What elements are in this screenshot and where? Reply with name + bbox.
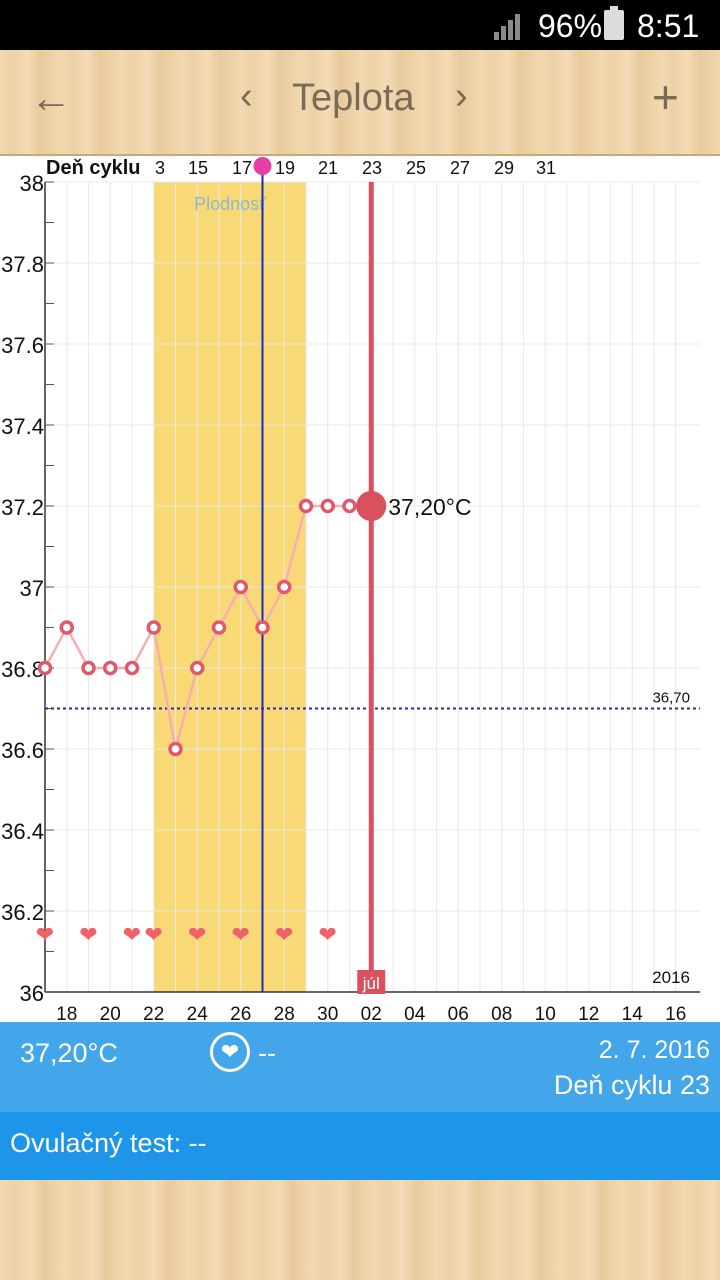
page-title: Teplota [292, 77, 415, 119]
ovulation-test-label: Ovulačný test: -- [10, 1128, 207, 1158]
clock: 8:51 [637, 8, 700, 44]
x-tick-label: 14 [622, 1004, 644, 1022]
y-tick-label: 37.2 [1, 495, 44, 520]
top-tick-label: 29 [494, 158, 514, 178]
selected-temperature: 37,20°C [20, 1038, 118, 1068]
temperature-point [146, 620, 161, 635]
fertility-label: Plodnosť [194, 194, 266, 214]
intercourse-heart-icon: ❤ [123, 923, 141, 948]
selected-date: 2. 7. 2016 [598, 1036, 710, 1064]
next-chevron-icon[interactable]: › [455, 75, 468, 117]
month-marker [357, 970, 386, 994]
temperature-point [255, 620, 270, 635]
x-tick-label: 28 [274, 1004, 295, 1022]
x-tick-label: 26 [230, 1004, 251, 1022]
y-tick-label: 36.8 [1, 657, 44, 682]
top-tick-label: 21 [318, 158, 338, 178]
add-button[interactable]: + [652, 71, 679, 123]
top-axis-label: Deň cyklu [46, 157, 140, 179]
year-label: 2016 [652, 968, 690, 987]
intercourse-heart-icon: ❤ [319, 923, 337, 948]
heart-icon: ❤ [210, 1032, 250, 1072]
x-tick-label: 06 [448, 1004, 469, 1022]
temperature-point [168, 741, 183, 757]
y-tick-label: 37.4 [1, 414, 44, 439]
top-tick-label: 31 [536, 158, 556, 178]
intercourse-value: -- [258, 1038, 276, 1068]
temperature-chart[interactable]: 38 37.8 37.6 37.4 37.2 37 36.8 36.6 36.4 36.2 36 18… [0, 156, 720, 1022]
temperature-point [298, 498, 314, 514]
coverline-label: 36,70 [652, 690, 690, 707]
battery-icon [604, 6, 624, 40]
signal-icon [494, 14, 520, 40]
ovulation-marker [253, 157, 272, 175]
battery-percent: 96% [538, 8, 603, 44]
top-tick-label: 19 [275, 158, 295, 178]
y-tick-label: 37.8 [1, 252, 44, 277]
back-arrow-icon[interactable]: ← [30, 74, 72, 121]
x-tick-label: 04 [404, 1004, 426, 1022]
x-tick-label: 08 [491, 1004, 512, 1022]
temperature-point [103, 660, 118, 676]
y-tick-label: 36.6 [1, 738, 44, 763]
x-tick-label: 12 [578, 1004, 599, 1022]
intercourse-heart-icon: ❤ [232, 923, 250, 948]
temperature-point [81, 660, 96, 676]
y-tick-label: 36 [20, 981, 44, 1006]
intercourse-heart-icon: ❤ [79, 923, 97, 948]
x-tick-label: 20 [100, 1004, 121, 1022]
top-tick-label: 3 [155, 158, 165, 178]
background-footer [0, 1180, 720, 1280]
selected-temperature-point [356, 491, 387, 521]
x-tick-label: 22 [143, 1004, 164, 1022]
x-tick-label: 02 [361, 1004, 382, 1022]
chart-svg[interactable]: 38 37.8 37.6 37.4 37.2 37 36.8 36.6 36.4 36.2 36 18… [0, 156, 720, 1022]
top-tick-label: 27 [450, 158, 470, 178]
selected-temperature-label: 37,20°C [388, 494, 471, 520]
x-tick-label: 18 [56, 1004, 77, 1022]
y-tick-label: 37 [20, 576, 44, 601]
y-tick-label: 36.2 [1, 900, 44, 925]
ovulation-test-panel[interactable]: Ovulačný test: -- [0, 1112, 720, 1180]
intercourse-heart-icon: ❤ [275, 923, 293, 948]
y-tick-label: 37.6 [1, 333, 44, 358]
day-info-panel: 37,20°C ❤ -- 2. 7. 2016 Deň cyklu 23 [0, 1022, 720, 1112]
top-tick-label: 15 [188, 158, 208, 178]
temperature-point [320, 498, 335, 514]
temperature-point [233, 579, 248, 595]
temperature-line [43, 504, 372, 750]
x-tick-label: 10 [535, 1004, 556, 1022]
temperature-point [59, 620, 74, 635]
month-label: júl [362, 974, 380, 993]
intercourse-heart-icon: ❤ [145, 923, 163, 948]
top-tick-label: 17 [232, 158, 252, 178]
x-tick-label: 24 [187, 1004, 209, 1022]
previous-chevron-icon[interactable]: ‹ [240, 75, 253, 117]
top-tick-label: 25 [406, 158, 426, 178]
temperature-point [124, 660, 140, 676]
x-tick-label: 30 [317, 1004, 338, 1022]
y-tick-label: 36.4 [1, 819, 44, 844]
intercourse-heart-icon: ❤ [188, 923, 206, 948]
cycle-day: Deň cyklu 23 [553, 1070, 710, 1100]
x-tick-label: 16 [665, 1004, 686, 1022]
temperature-point [190, 660, 205, 676]
intercourse-heart-icon: ❤ [36, 923, 54, 948]
temperature-point [342, 498, 357, 514]
y-tick-label: 38 [20, 171, 44, 196]
temperature-point [37, 660, 53, 676]
temperature-point [277, 579, 292, 595]
status-bar: 96% 8:51 [0, 0, 720, 50]
temperature-point [211, 620, 227, 635]
toolbar: ← ‹ Teplota › + [0, 50, 720, 156]
top-tick-label: 23 [362, 158, 382, 178]
